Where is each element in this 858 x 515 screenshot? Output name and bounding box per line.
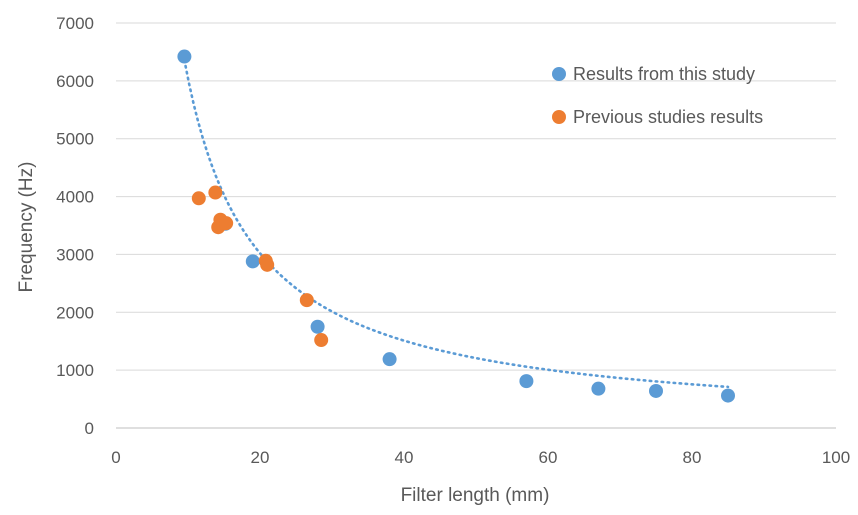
point-previous-study <box>191 191 206 206</box>
x-axis-title: Filter length (mm) <box>401 485 550 506</box>
y-axis-title: Frequency (Hz) <box>16 162 37 293</box>
gridlines <box>116 22 836 429</box>
point-this-study <box>245 254 260 269</box>
point-this-study <box>310 319 325 334</box>
y-tick-label: 3000 <box>56 245 94 264</box>
point-previous-study <box>219 216 234 231</box>
point-previous-study <box>260 257 275 272</box>
legend-marker <box>552 67 566 81</box>
power-trendline <box>183 58 730 389</box>
x-tick-label: 80 <box>683 448 702 467</box>
point-this-study <box>382 352 397 367</box>
point-this-study <box>591 381 606 396</box>
point-this-study <box>721 388 735 403</box>
point-previous-study <box>208 185 223 200</box>
x-tick-label: 100 <box>822 448 850 467</box>
axes: 0 1000 2000 3000 4000 5000 6000 7000 0 20 40 60 80 10… <box>56 14 850 467</box>
x-tick-label: 0 <box>111 448 120 467</box>
point-previous-study <box>299 293 314 308</box>
y-tick-label: 6000 <box>56 72 94 91</box>
data-points <box>177 49 735 403</box>
legend-marker <box>552 110 566 124</box>
trendline-group <box>183 58 730 389</box>
x-tick-label: 20 <box>251 448 270 467</box>
y-tick-label: 5000 <box>56 130 94 149</box>
y-tick-label: 7000 <box>56 14 94 33</box>
point-this-study <box>649 383 663 398</box>
y-tick-label: 0 <box>85 419 94 438</box>
legend-label: Previous studies results <box>573 107 763 127</box>
legend: Results from this study Previous studies … <box>552 64 763 127</box>
point-previous-study <box>314 333 329 348</box>
x-tick-label: 40 <box>395 448 414 467</box>
point-this-study <box>177 49 192 64</box>
x-tick-label: 60 <box>539 448 558 467</box>
legend-label: Results from this study <box>573 64 755 84</box>
y-tick-label: 4000 <box>56 188 94 207</box>
y-tick-label: 1000 <box>56 361 94 380</box>
y-tick-label: 2000 <box>56 303 94 322</box>
point-this-study <box>519 374 534 389</box>
